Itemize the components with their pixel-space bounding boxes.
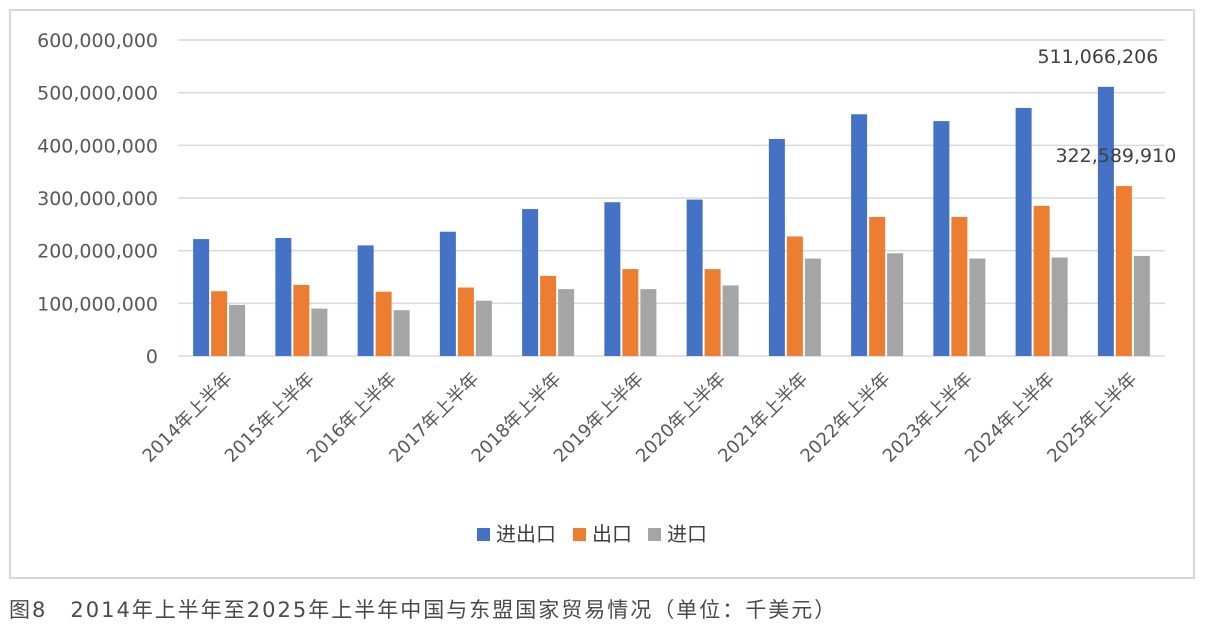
legend-label: 出口 [592,522,632,546]
y-axis-tick-labels: 0 100,000,000 200,000,000 300,000,000 400,00… [37,30,158,368]
figure-caption: 图8 2014年上半年至2025年上半年中国与东盟国家贸易情况（单位：千美元） [9,598,838,622]
legend-item-进口: 进口 [648,522,707,546]
bars [193,86,1150,357]
bar-出口-2014年上半年 [211,291,228,356]
bar-进出口-2020年上半年 [686,199,703,356]
bar-出口-2023年上半年 [951,216,968,356]
bar-出口-2015年上半年 [293,284,310,356]
data-label: 511,066,206 [1037,46,1158,68]
y-tick-label: 500,000,000 [37,83,158,105]
bar-出口-2018年上半年 [540,275,557,356]
bar-进出口-2021年上半年 [768,139,785,356]
legend-label: 进口 [667,522,707,546]
legend-item-进出口: 进出口 [477,522,556,546]
bar-进口-2024年上半年 [1051,257,1068,356]
bar-进出口-2014年上半年 [193,239,210,356]
legend-swatch [573,528,586,541]
bar-进口-2025年上半年 [1133,255,1150,356]
bar-进出口-2018年上半年 [522,209,539,356]
bar-出口-2019年上半年 [622,269,639,356]
data-labels: 511,066,206 322,589,910 [1037,46,1176,167]
bar-进出口-2019年上半年 [604,202,621,356]
bar-出口-2021年上半年 [786,236,803,356]
bar-进出口-2022年上半年 [851,114,868,356]
bar-进出口-2016年上半年 [357,245,374,356]
bar-出口-2022年上半年 [869,216,886,356]
bar-进口-2023年上半年 [969,258,986,356]
legend-swatch [477,528,490,541]
legend-label: 进出口 [496,522,556,546]
bar-进出口-2015年上半年 [275,238,292,356]
bar-出口-2017年上半年 [457,287,474,356]
bar-进口-2015年上半年 [311,308,328,356]
data-label: 322,589,910 [1055,145,1176,167]
y-tick-label: 200,000,000 [37,241,158,263]
bar-出口-2025年上半年 [1115,186,1132,356]
bar-出口-2024年上半年 [1033,205,1050,356]
bar-进口-2022年上半年 [887,253,904,356]
bar-chart: 0 100,000,000 200,000,000 300,000,000 400,00… [37,30,1176,546]
y-tick-label: 0 [146,346,158,368]
legend-item-出口: 出口 [573,522,632,546]
grid-lines [178,39,1165,357]
bar-出口-2020年上半年 [704,269,721,356]
bar-进口-2017年上半年 [475,300,492,356]
legend: 进出口 出口 进口 [477,522,707,546]
bar-进出口-2017年上半年 [439,231,456,356]
bar-出口-2016年上半年 [375,291,392,356]
bar-进口-2016年上半年 [393,310,410,356]
x-axis-tick-labels: 2014年上半年2015年上半年2016年上半年2017年上半年2018年上半年… [139,369,1142,467]
y-tick-label: 100,000,000 [37,293,158,315]
y-tick-label: 300,000,000 [37,188,158,210]
bar-进口-2020年上半年 [722,285,739,356]
bar-进出口-2024年上半年 [1015,107,1032,356]
y-tick-label: 400,000,000 [37,135,158,157]
bar-进口-2018年上半年 [558,289,575,356]
bar-进出口-2023年上半年 [933,121,950,357]
bar-进出口-2025年上半年 [1097,86,1114,356]
bar-进口-2021年上半年 [804,258,821,356]
legend-swatch [648,528,661,541]
bar-进口-2014年上半年 [229,304,246,356]
y-tick-label: 600,000,000 [37,30,158,52]
bar-进口-2019年上半年 [640,289,657,356]
